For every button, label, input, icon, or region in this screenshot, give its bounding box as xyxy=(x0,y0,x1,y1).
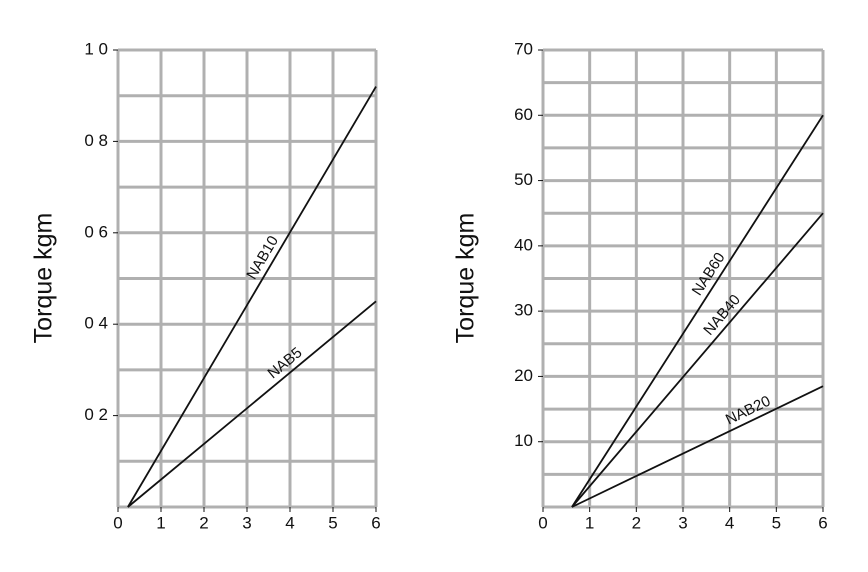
y-tick-label: 20 xyxy=(514,366,533,385)
x-tick-label: 0 xyxy=(538,513,547,532)
series-label: NAB10 xyxy=(243,233,282,283)
y-tick-label: 0 6 xyxy=(84,222,108,241)
x-tick-label: 0 xyxy=(113,513,122,532)
line xyxy=(127,300,377,508)
y-tick-label: 40 xyxy=(514,235,533,254)
y-tick-label: 30 xyxy=(514,301,533,320)
y-axis-title: Torque kgm xyxy=(452,213,480,344)
y-tick-label: 70 xyxy=(514,39,533,58)
line xyxy=(127,86,377,508)
x-tick-label: 3 xyxy=(678,513,687,532)
x-tick-label: 5 xyxy=(328,513,337,532)
line xyxy=(571,114,824,508)
y-tick-label: 1 0 xyxy=(84,39,108,58)
x-tick-label: 6 xyxy=(818,513,827,532)
line xyxy=(571,385,824,508)
series-label: NAB60 xyxy=(689,250,729,299)
y-tick-label: 60 xyxy=(514,105,533,124)
x-tick-label: 3 xyxy=(242,513,251,532)
y-tick-label: 10 xyxy=(514,431,533,450)
x-tick-label: 2 xyxy=(199,513,208,532)
x-tick-label: 2 xyxy=(632,513,641,532)
x-tick-label: 5 xyxy=(772,513,781,532)
y-tick-label: 0 8 xyxy=(84,131,108,150)
x-tick-label: 1 xyxy=(585,513,594,532)
y-tick-label: 50 xyxy=(514,170,533,189)
x-tick-label: 4 xyxy=(285,513,294,532)
line xyxy=(571,212,824,508)
x-tick-label: 4 xyxy=(725,513,734,532)
x-tick-label: 1 xyxy=(156,513,165,532)
x-tick-label: 6 xyxy=(371,513,380,532)
y-tick-label: 0 4 xyxy=(84,314,108,333)
y-axis-title: Torque kgm xyxy=(30,213,58,344)
y-tick-label: 0 2 xyxy=(84,405,108,424)
